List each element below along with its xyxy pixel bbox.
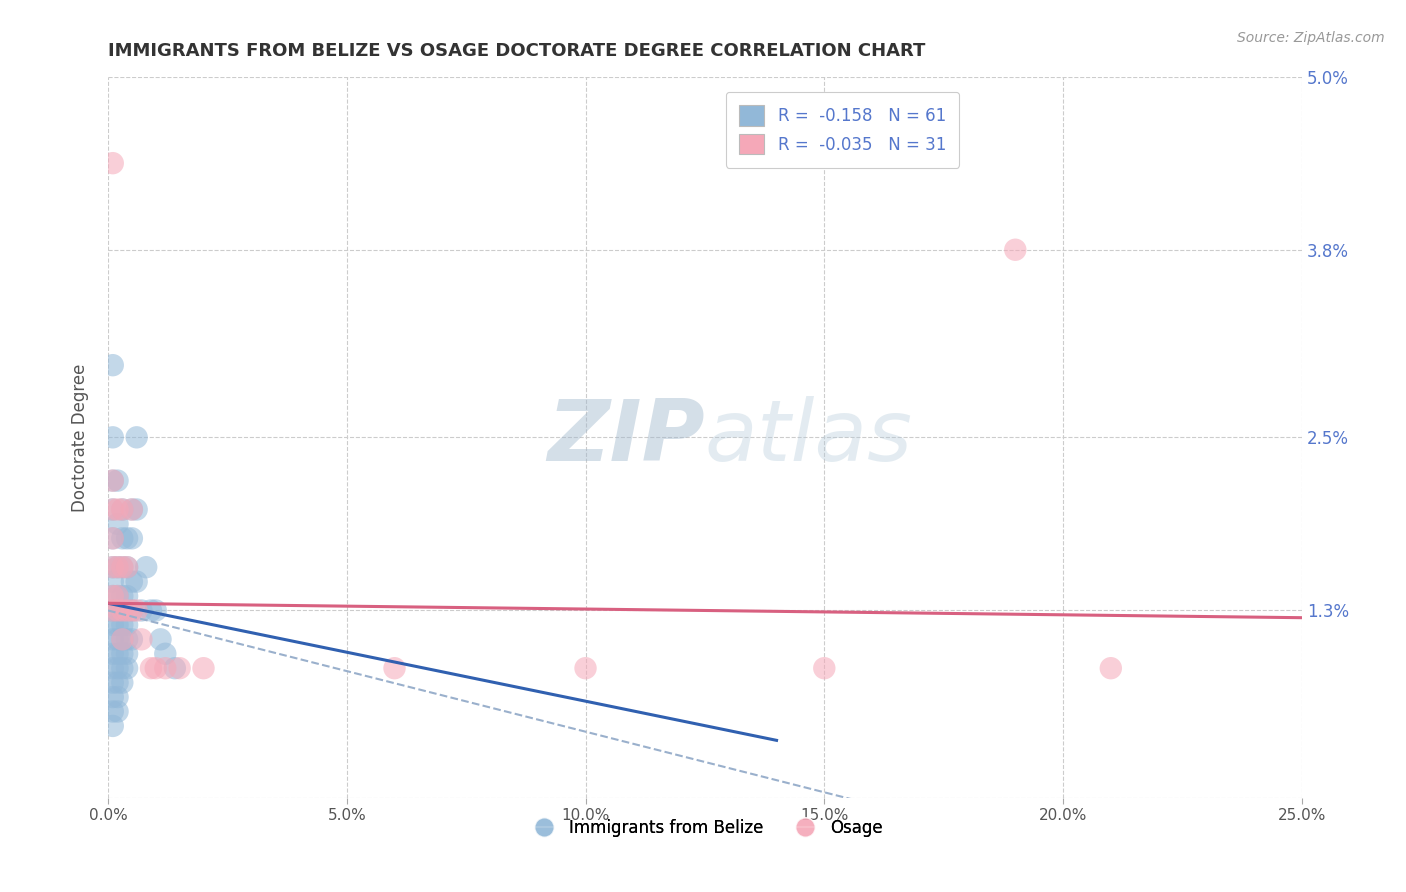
Point xyxy=(111,603,134,617)
Point xyxy=(101,574,124,589)
Point xyxy=(101,647,124,661)
Point xyxy=(107,661,129,675)
Point xyxy=(111,647,134,661)
Point xyxy=(101,474,124,488)
Point xyxy=(107,618,129,632)
Point xyxy=(107,560,129,574)
Point xyxy=(131,603,153,617)
Text: atlas: atlas xyxy=(704,396,912,479)
Point xyxy=(111,632,134,647)
Point xyxy=(131,632,153,647)
Point xyxy=(107,675,129,690)
Point xyxy=(115,560,138,574)
Point xyxy=(384,661,406,675)
Point xyxy=(121,603,143,617)
Point xyxy=(101,502,124,516)
Point xyxy=(145,603,167,617)
Point xyxy=(121,603,143,617)
Point xyxy=(111,675,134,690)
Point xyxy=(101,675,124,690)
Point xyxy=(115,532,138,546)
Point xyxy=(101,603,124,617)
Point xyxy=(107,603,129,617)
Point xyxy=(101,618,124,632)
Point xyxy=(111,603,134,617)
Point xyxy=(193,661,215,675)
Point xyxy=(125,430,148,444)
Point xyxy=(101,560,124,574)
Point xyxy=(139,603,162,617)
Point xyxy=(115,618,138,632)
Point xyxy=(101,430,124,444)
Point xyxy=(111,502,134,516)
Point xyxy=(125,574,148,589)
Point xyxy=(121,632,143,647)
Point xyxy=(107,474,129,488)
Point xyxy=(1004,243,1026,257)
Point xyxy=(121,532,143,546)
Point xyxy=(107,589,129,603)
Point xyxy=(115,603,138,617)
Point xyxy=(111,632,134,647)
Point xyxy=(107,560,129,574)
Point xyxy=(115,632,138,647)
Point xyxy=(121,502,143,516)
Point xyxy=(101,603,124,617)
Point xyxy=(121,574,143,589)
Point xyxy=(125,603,148,617)
Point xyxy=(101,502,124,516)
Point xyxy=(574,661,596,675)
Text: ZIP: ZIP xyxy=(547,396,704,479)
Point xyxy=(111,560,134,574)
Point xyxy=(813,661,835,675)
Point xyxy=(101,589,124,603)
Point xyxy=(101,156,124,170)
Point xyxy=(107,690,129,704)
Point xyxy=(155,647,177,661)
Point xyxy=(139,661,162,675)
Point xyxy=(111,532,134,546)
Point xyxy=(1099,661,1122,675)
Point xyxy=(163,661,186,675)
Point xyxy=(155,661,177,675)
Point xyxy=(111,618,134,632)
Point xyxy=(115,589,138,603)
Point xyxy=(101,589,124,603)
Point xyxy=(101,532,124,546)
Point xyxy=(149,632,172,647)
Legend: Immigrants from Belize, Osage: Immigrants from Belize, Osage xyxy=(520,813,889,844)
Point xyxy=(107,705,129,719)
Point xyxy=(169,661,191,675)
Point xyxy=(101,632,124,647)
Point xyxy=(101,661,124,675)
Point xyxy=(111,560,134,574)
Point xyxy=(101,532,124,546)
Point xyxy=(101,705,124,719)
Point xyxy=(107,589,129,603)
Point xyxy=(101,474,124,488)
Point xyxy=(121,502,143,516)
Point xyxy=(101,690,124,704)
Point xyxy=(111,661,134,675)
Point xyxy=(107,516,129,531)
Point xyxy=(107,647,129,661)
Point xyxy=(101,358,124,372)
Text: Source: ZipAtlas.com: Source: ZipAtlas.com xyxy=(1237,31,1385,45)
Point xyxy=(111,589,134,603)
Point xyxy=(111,502,134,516)
Point xyxy=(115,647,138,661)
Point xyxy=(115,661,138,675)
Point xyxy=(107,502,129,516)
Point xyxy=(107,603,129,617)
Point xyxy=(107,632,129,647)
Text: IMMIGRANTS FROM BELIZE VS OSAGE DOCTORATE DEGREE CORRELATION CHART: IMMIGRANTS FROM BELIZE VS OSAGE DOCTORAT… xyxy=(108,42,925,60)
Point xyxy=(101,719,124,733)
Point xyxy=(125,502,148,516)
Point xyxy=(101,560,124,574)
Point xyxy=(115,560,138,574)
Point xyxy=(135,560,157,574)
Y-axis label: Doctorate Degree: Doctorate Degree xyxy=(72,363,89,511)
Point xyxy=(145,661,167,675)
